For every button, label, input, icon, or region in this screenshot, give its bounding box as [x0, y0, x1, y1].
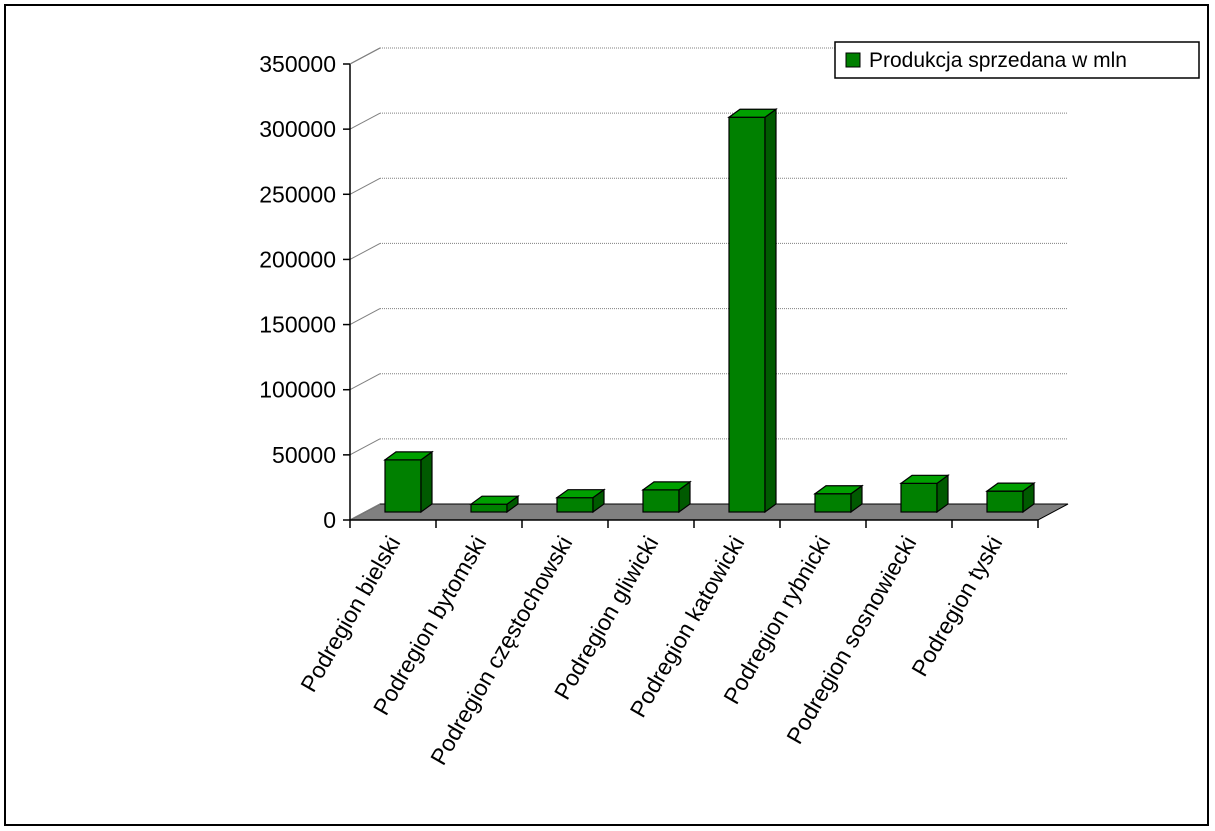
bar-top [727, 108, 778, 118]
legend-swatch [845, 52, 861, 68]
bar-side [420, 450, 433, 514]
bar-top [641, 481, 692, 491]
y-tick-label: 250000 [259, 181, 336, 207]
bar-front [900, 482, 938, 513]
bar [899, 474, 950, 514]
bar-front [470, 503, 508, 513]
y-tick-label: 300000 [259, 116, 336, 142]
y-tick-label: 0 [323, 507, 336, 533]
legend-label: Produkcja sprzedana w mln [869, 49, 1127, 72]
bar-top [383, 451, 434, 461]
gridline-side [349, 242, 381, 260]
bar-front [642, 489, 680, 513]
y-axis-depth [349, 47, 381, 65]
bar-side [764, 108, 777, 514]
x-tick-label: Podregion tyski [906, 532, 1007, 681]
bar-front [728, 116, 766, 513]
y-tick-label: 100000 [259, 377, 336, 403]
bar [985, 481, 1036, 514]
bar [469, 495, 520, 514]
bar-front [814, 493, 852, 513]
bar [383, 450, 434, 514]
gridline-side [349, 373, 381, 391]
bar-top [469, 495, 520, 505]
bar-top [555, 489, 606, 499]
y-tick-label: 150000 [259, 312, 336, 338]
chart-floor [349, 503, 1069, 521]
bar-top [899, 474, 950, 484]
y-tick-label: 50000 [272, 442, 336, 468]
bar-front [986, 490, 1024, 513]
gridline-side [349, 308, 381, 326]
gridline-side [349, 438, 381, 456]
bar [641, 480, 692, 514]
gridline-side [349, 177, 381, 195]
bar-front [556, 497, 594, 513]
bar [727, 108, 778, 514]
bar-top [813, 485, 864, 495]
gridline-side [349, 503, 381, 521]
bar [813, 484, 864, 514]
chart-frame: 0 50000 100000 150000 200000 250000 300000 3500… [4, 4, 1209, 826]
bar [555, 488, 606, 514]
legend-box [834, 41, 1200, 79]
bar-front [384, 459, 422, 513]
y-tick-label: 350000 [259, 51, 336, 77]
gridline-side [349, 112, 381, 130]
y-tick-label: 200000 [259, 246, 336, 272]
bar-chart: 0 50000 100000 150000 200000 250000 300000 3500… [259, 41, 1200, 769]
bar-top [985, 482, 1036, 492]
